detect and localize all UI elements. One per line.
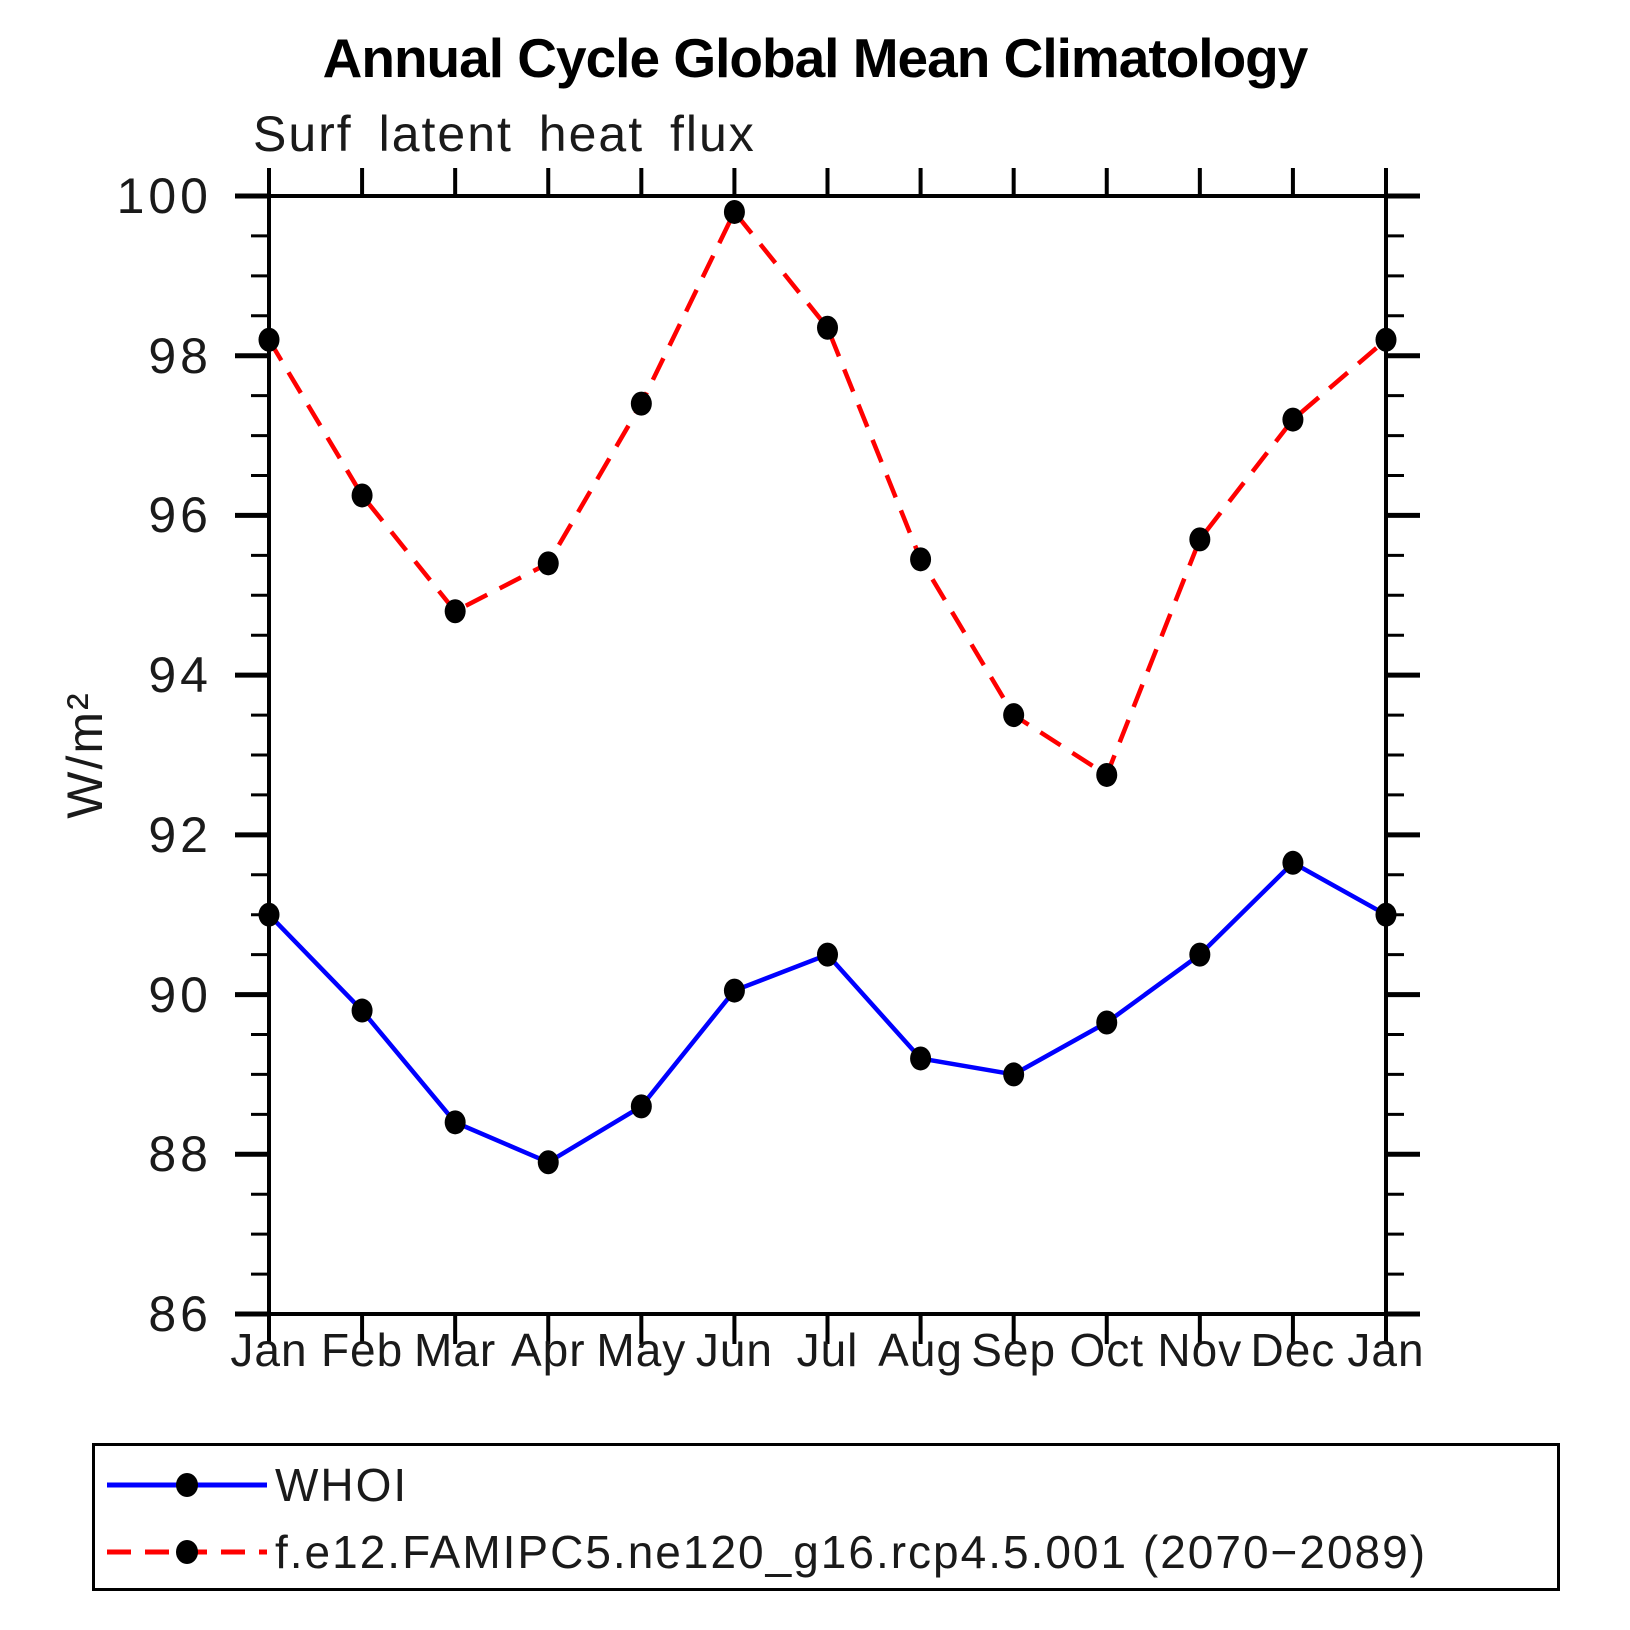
x-tick-label: May [596,1324,687,1376]
y-tick-label: 96 [148,487,212,544]
legend-line-sample-dashed-icon [107,1540,267,1564]
x-tick-label: Oct [1069,1324,1145,1376]
legend-label-whoi: WHOI [275,1459,409,1511]
legend-label-model: f.e12.FAMIPC5.ne120_g16.rcp4.5.001 (2070… [275,1526,1428,1578]
chart-subtitle: Surf latent heat flux [253,106,756,162]
chart-title: Annual Cycle Global Mean Climatology [322,27,1309,89]
legend: WHOI f.e12.FAMIPC5.ne120_g16.rcp4.5.001 … [92,1443,1560,1591]
legend-line-sample-solid-icon [107,1473,267,1497]
x-tick-label: Feb [320,1324,404,1376]
legend-item-model: f.e12.FAMIPC5.ne120_g16.rcp4.5.001 (2070… [101,1526,1427,1578]
y-tick-label: 100 [116,168,212,224]
x-tick-label: Sep [971,1324,1057,1376]
x-tick-label: Jul [796,1324,859,1376]
y-tick-label: 94 [148,647,212,704]
x-tick-label: Jan [1347,1324,1425,1376]
x-tick-label: Jun [695,1324,773,1376]
x-tick-label: Mar [414,1324,497,1376]
y-tick-label: 98 [148,327,212,384]
x-tick-label: Dec [1250,1324,1336,1376]
x-tick-label: Jan [230,1324,308,1376]
x-tick-label: Nov [1157,1324,1243,1376]
y-tick-label: 86 [148,1286,212,1342]
x-tick-label: Aug [878,1324,963,1376]
y-tick-label: 92 [148,806,212,863]
legend-item-whoi: WHOI [101,1459,408,1511]
x-tick-label: Apr [510,1324,586,1376]
y-tick-label: 90 [148,966,212,1023]
y-tick-label: 88 [148,1126,212,1183]
